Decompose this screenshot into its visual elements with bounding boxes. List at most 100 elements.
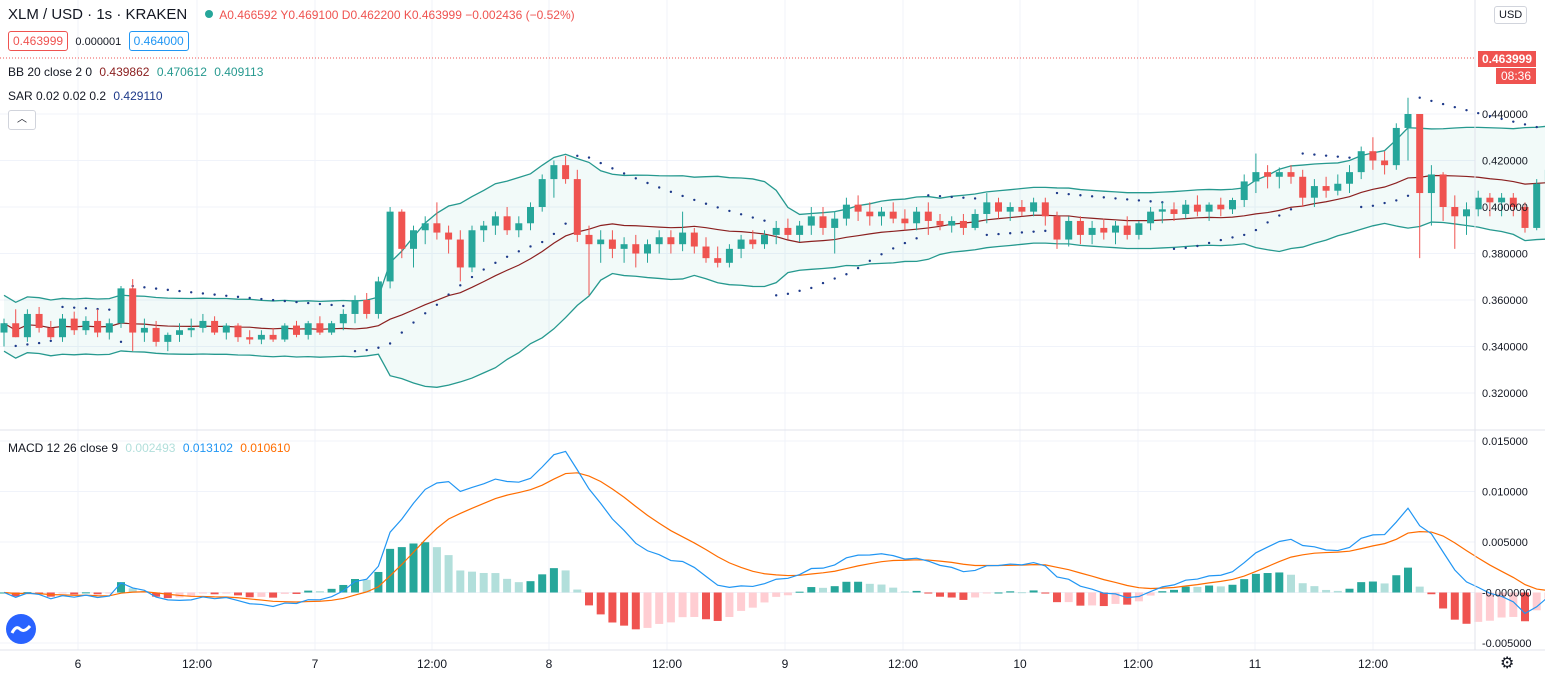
candle-body	[515, 223, 523, 231]
sar-dot	[1184, 246, 1187, 250]
sar-dot	[295, 300, 298, 304]
candle-body	[1053, 216, 1061, 240]
macd-hist-bar	[1450, 592, 1459, 620]
sar-dot	[1067, 192, 1070, 196]
macd-hist-bar	[854, 581, 863, 593]
sar-legend[interactable]: SAR 0.02 0.02 0.2 0.429110	[8, 89, 167, 103]
candle-body	[1521, 207, 1529, 228]
sar-dot	[1289, 208, 1293, 211]
time-tick-label: 12:00	[652, 657, 682, 671]
bollinger-band-fill	[4, 126, 1545, 388]
sar-dot	[1137, 199, 1141, 202]
candle-body	[234, 325, 242, 338]
macd-hist-bar	[234, 592, 242, 596]
sar-dot	[1523, 123, 1527, 126]
sar-dot	[552, 232, 556, 236]
macd-hist-bar	[1532, 592, 1541, 611]
macd-hist-bar	[643, 592, 652, 628]
macd-tick-label: 0.015000	[1482, 436, 1528, 448]
macd-hist-bar	[1263, 573, 1272, 593]
macd-hist-bar	[1298, 583, 1307, 593]
macd-hist-bar	[690, 592, 699, 617]
macd-hist-bar	[807, 587, 816, 593]
macd-hist-bar	[1205, 585, 1214, 593]
macd-hist-bar	[1287, 574, 1295, 593]
candle-body	[1147, 211, 1155, 224]
sar-dot	[1418, 96, 1421, 99]
macd-hist-bar	[1251, 573, 1260, 593]
candle-body	[819, 216, 827, 228]
candle-body	[1041, 202, 1049, 217]
currency-badge[interactable]: USD	[1494, 6, 1528, 24]
time-tick-label: 7	[312, 657, 319, 671]
bb-lower-line	[3, 221, 1545, 388]
macd-hist-bar	[257, 592, 266, 597]
candle-body	[59, 318, 66, 338]
sar-dot	[716, 206, 719, 209]
candle-body	[152, 327, 160, 342]
time-tick-label: 12:00	[1358, 657, 1388, 671]
candle-body	[433, 223, 441, 233]
sar-dot	[377, 346, 380, 349]
candle-body	[585, 234, 593, 245]
sar-dot	[271, 298, 275, 302]
macd-hist-bar	[842, 581, 851, 593]
macd-hist-bar	[58, 592, 67, 594]
sar-dot	[1102, 196, 1106, 199]
macd-hist-bar	[1485, 592, 1494, 621]
macd-legend[interactable]: MACD 12 26 close 9 0.002493 0.013102 0.0…	[8, 441, 294, 455]
gear-icon[interactable]: ⚙	[1500, 655, 1515, 672]
candle-body	[644, 244, 651, 254]
macd-hist-bar	[468, 571, 476, 593]
macd-hist-bar	[1521, 592, 1529, 622]
candle-body	[421, 223, 429, 231]
price-tick-label: 0.320000	[1482, 388, 1528, 400]
price-axis-labels[interactable]: 0.440000 0.420000 0.400000 0.380000 0.360000…	[1482, 109, 1528, 400]
candle-body	[199, 320, 207, 328]
candle-body	[1392, 127, 1400, 166]
macd-hist-bar	[327, 588, 336, 593]
sar-dot	[1348, 156, 1351, 159]
macd-hist-bar	[117, 582, 125, 593]
sar-dot	[201, 292, 205, 295]
price-tick-label: 0.400000	[1482, 202, 1528, 214]
candle-body	[105, 323, 113, 333]
candle-body	[1287, 172, 1295, 177]
macd-hist-bar	[889, 587, 898, 593]
sar-dot	[1336, 155, 1340, 158]
candle-body	[35, 313, 43, 328]
tradingview-logo-icon[interactable]	[6, 614, 36, 644]
price-tick-label: 0.360000	[1482, 295, 1528, 307]
sar-dot	[1406, 194, 1410, 197]
ask-price[interactable]: 0.464000	[128, 31, 189, 51]
macd-hist-bar	[561, 570, 570, 593]
sar-dot	[1453, 105, 1457, 109]
candle-body	[866, 211, 874, 217]
sar-dot	[73, 306, 76, 309]
sar-dot	[763, 219, 766, 222]
macd-hist-bar	[1158, 591, 1167, 593]
macd-hist-bar	[772, 592, 781, 597]
macd-hist-bar	[1216, 586, 1225, 593]
sar-dot	[1430, 99, 1433, 103]
candle-body	[527, 207, 534, 224]
sar-dot	[318, 302, 322, 306]
macd-hist-bar	[795, 591, 804, 593]
macd-hist-bar	[421, 542, 430, 593]
time-axis-labels[interactable]: 6 12:00 7 12:00 8 12:00 9 12:00 10 12:00 11 12:00	[75, 657, 1389, 671]
sar-dot	[1512, 120, 1515, 123]
symbol-title[interactable]: XLM / USD · 1s · KRAKEN	[8, 6, 188, 23]
sar-dot	[775, 294, 778, 297]
candle-body	[328, 323, 336, 333]
sar-dot	[997, 232, 1000, 236]
macd-hist-bar	[900, 591, 909, 593]
macd-hist-bar	[1509, 592, 1518, 617]
macd-hist-bar	[1170, 589, 1178, 593]
sar-dot	[400, 331, 403, 334]
macd-axis-labels[interactable]: 0.015000 0.010000 0.005000 -0.000000 -0.0050…	[1482, 436, 1532, 650]
sar-dot	[564, 222, 567, 225]
bid-price[interactable]: 0.463999	[8, 31, 69, 51]
collapse-legend-button[interactable]: ︿	[8, 110, 36, 130]
bb-legend[interactable]: BB 20 close 2 0 0.439862 0.470612 0.4091…	[8, 65, 267, 79]
